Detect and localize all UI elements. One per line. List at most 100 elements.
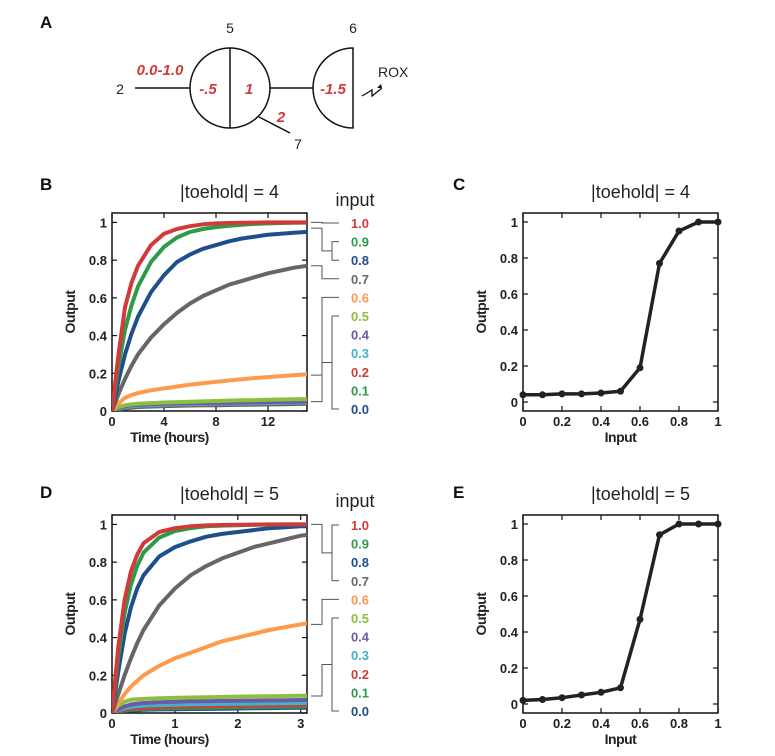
x-tick-label: 0 xyxy=(519,414,526,429)
y-tick-label: 0.8 xyxy=(500,251,518,266)
arrow-head-icon xyxy=(377,84,382,88)
series-line-0-3 xyxy=(112,700,307,713)
response-line xyxy=(523,220,718,397)
data-point xyxy=(656,531,663,539)
plot-frame xyxy=(522,514,719,714)
x-tick-label: 12 xyxy=(261,414,275,429)
data-point xyxy=(636,364,644,372)
x-tick-label: 0 xyxy=(108,414,115,429)
legend-item-0-5: 0.5 xyxy=(351,309,369,324)
data-point xyxy=(578,390,585,398)
legend-item-0-2: 0.2 xyxy=(351,667,369,682)
data-point xyxy=(617,684,624,692)
legend-leader xyxy=(311,598,332,625)
legend-bracket xyxy=(331,524,339,582)
x-axis-label: Time (hours) xyxy=(130,731,209,747)
y-tick-label: 0.8 xyxy=(89,555,107,570)
chart-title: |toehold| = 5 xyxy=(591,484,690,504)
series-line-0-4 xyxy=(112,697,307,713)
panel-label-c: C xyxy=(453,175,465,194)
data-point xyxy=(714,218,722,226)
panel-label-a: A xyxy=(40,13,52,32)
left-weight-label: -.5 xyxy=(199,81,217,98)
chart-e: |toehold| = 5 0 0.2 0.4 0.6 0.8 1 0 0.2 0.4 0.6 0.8… xyxy=(473,484,722,747)
circuit-diagram: 5 6 2 7 0.0-1.0 -.5 1 2 -1.5 ROX xyxy=(116,20,409,152)
node-2-label: 2 xyxy=(116,81,124,97)
data-point xyxy=(597,389,605,397)
y-axis-label: Output xyxy=(473,592,489,636)
legends-layer: 1.0 0.9 0.8 0.7 0.6 0.5 0.4 0.3 0.2 0.1 0.0 1.0 0.9 0… xyxy=(311,216,370,719)
x-tick-label: 0.6 xyxy=(631,414,649,429)
x-axis-label: Input xyxy=(605,429,638,445)
legend-title-b: input xyxy=(335,190,374,210)
right-weight-label: 1 xyxy=(245,81,253,98)
data-point xyxy=(519,696,527,704)
reporter-gate xyxy=(312,47,354,129)
legend-item-0-8: 0.8 xyxy=(351,555,369,570)
input-range-label: 0.0-1.0 xyxy=(137,62,184,79)
fluorescence-icon xyxy=(361,87,383,98)
legend-bracket xyxy=(331,241,339,261)
data-point xyxy=(656,259,663,267)
legend-item-0-2: 0.2 xyxy=(351,365,369,380)
y-tick-label: 1 xyxy=(100,215,107,230)
x-tick-label: 2 xyxy=(234,716,241,731)
series-group xyxy=(112,220,307,411)
data-point xyxy=(617,387,624,395)
y-tick-label: 1 xyxy=(511,215,518,230)
data-point xyxy=(695,218,702,226)
x-axis-label: Input xyxy=(605,731,638,747)
y-tick-label: 0.4 xyxy=(500,625,519,640)
legend-leader xyxy=(311,362,332,403)
node-6-label: 6 xyxy=(349,20,357,36)
panel-label-e: E xyxy=(453,483,464,502)
y-tick-label: 0.4 xyxy=(89,329,108,344)
y-tick-label: 0.6 xyxy=(89,291,107,306)
series-group xyxy=(112,522,307,713)
legend-item-1-0: 1.0 xyxy=(351,216,369,231)
y-axis-label: Output xyxy=(473,290,489,334)
node-7-label: 7 xyxy=(294,136,302,152)
legend-item-0-5: 0.5 xyxy=(351,611,369,626)
legend-item-0-3: 0.3 xyxy=(351,648,369,663)
y-tick-label: 0.4 xyxy=(89,631,108,646)
x-tick-label: 0.6 xyxy=(631,716,649,731)
threshold-label: -1.5 xyxy=(320,81,347,98)
data-point xyxy=(558,694,566,702)
x-axis-label: Time (hours) xyxy=(130,429,209,445)
y-tick-label: 0.8 xyxy=(500,553,518,568)
x-tick-label: 0.4 xyxy=(592,716,611,731)
plot-frame xyxy=(111,212,308,412)
legend-item-0-8: 0.8 xyxy=(351,253,369,268)
series-line-0-7 xyxy=(112,263,307,411)
y-tick-label: 1 xyxy=(100,517,107,532)
data-point xyxy=(675,227,683,235)
node-5-label: 5 xyxy=(226,20,234,36)
series-line-0-8 xyxy=(112,229,307,411)
legend-item-0-0: 0.0 xyxy=(351,704,369,719)
legend-item-0-4: 0.4 xyxy=(351,630,370,645)
x-tick-label: 0.8 xyxy=(670,716,688,731)
x-tick-label: 0.4 xyxy=(592,414,611,429)
legend-item-0-6: 0.6 xyxy=(351,290,369,305)
panel-label-b: B xyxy=(40,175,52,194)
chart-c: |toehold| = 4 0 0.2 0.4 0.6 0.8 1 0 0.2 0.4 0.6 0.8… xyxy=(473,182,722,445)
legend-bracket xyxy=(331,315,339,410)
y-axis-label: Output xyxy=(62,290,78,334)
y-tick-label: 0.6 xyxy=(89,593,107,608)
legend-item-0-4: 0.4 xyxy=(351,328,370,343)
x-tick-label: 1 xyxy=(714,414,721,429)
y-axis-label: Output xyxy=(62,592,78,636)
legend-item-0-1: 0.1 xyxy=(351,685,369,700)
series-line-0-7 xyxy=(112,532,307,713)
series-line-0-8 xyxy=(112,524,307,713)
legend-d: 1.0 0.9 0.8 0.7 0.6 0.5 0.4 0.3 0.2 0.1 0.0 xyxy=(311,518,370,719)
response-line xyxy=(522,522,718,703)
data-point xyxy=(539,391,546,399)
legend-leader xyxy=(311,265,332,280)
series-line-0-9 xyxy=(112,522,307,713)
y-tick-label: 0.6 xyxy=(500,287,518,302)
